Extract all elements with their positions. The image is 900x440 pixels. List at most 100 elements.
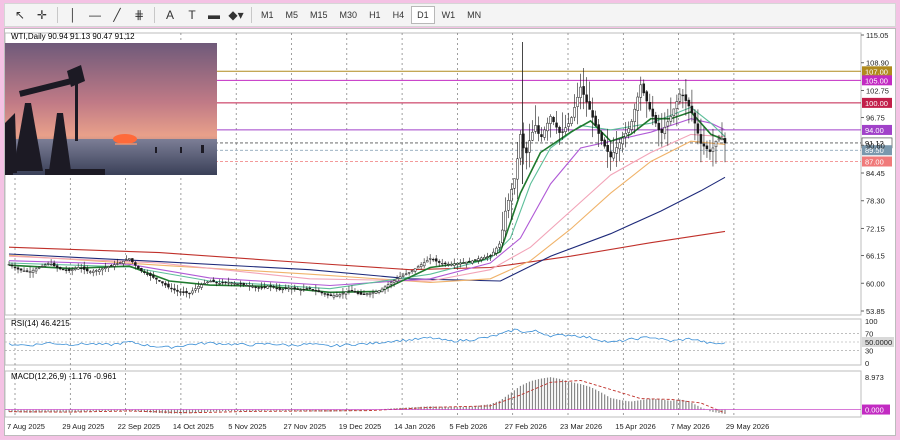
text-tool-icon[interactable]: A bbox=[165, 8, 174, 22]
rsi-tick-label: 100 bbox=[865, 317, 878, 326]
candle-body bbox=[58, 266, 62, 270]
candle-body bbox=[507, 200, 510, 211]
candle-body bbox=[486, 256, 489, 258]
candle-body bbox=[504, 210, 507, 232]
candle-body bbox=[332, 295, 336, 298]
candle-body bbox=[549, 116, 552, 124]
price-tick-label: 96.75 bbox=[866, 114, 885, 123]
candle-body bbox=[651, 108, 655, 117]
shapes-icon[interactable]: ◆▾ bbox=[228, 8, 244, 22]
oil-pump-sunset-image bbox=[5, 43, 217, 175]
vertical-line-icon[interactable]: │ bbox=[69, 8, 77, 22]
candle-body bbox=[146, 273, 149, 275]
candle-body bbox=[645, 91, 649, 102]
timeframe-h1[interactable]: H1 bbox=[369, 10, 381, 20]
timeframe-m5[interactable]: M5 bbox=[285, 10, 299, 20]
candle-body bbox=[233, 283, 236, 285]
candle-body bbox=[94, 270, 98, 272]
time-tick-label: 15 Apr 2026 bbox=[615, 422, 655, 431]
candle-body bbox=[305, 288, 309, 290]
cursor-icon[interactable]: ↖ bbox=[14, 8, 26, 22]
chart-header: WTI,Daily 90.94 91.13 90.47 91.12 bbox=[11, 32, 135, 41]
candle-body bbox=[374, 291, 378, 294]
candle-body bbox=[22, 270, 26, 272]
candle-body bbox=[717, 138, 721, 141]
timeframe-d1[interactable]: D1 bbox=[411, 6, 435, 24]
candle-body bbox=[311, 289, 315, 291]
candle-body bbox=[585, 94, 588, 103]
candle-body bbox=[452, 263, 456, 266]
candle-body bbox=[155, 277, 158, 280]
fibonacci-icon[interactable]: ⋕ bbox=[133, 8, 145, 22]
candle-body bbox=[654, 115, 658, 124]
text-label-icon[interactable]: T bbox=[188, 8, 196, 22]
timeframe-m30[interactable]: M30 bbox=[339, 10, 358, 20]
candle-body bbox=[326, 293, 330, 296]
candle-body bbox=[122, 260, 125, 264]
candle-body bbox=[474, 259, 477, 261]
candle-body bbox=[64, 269, 68, 271]
time-tick-label: 19 Dec 2025 bbox=[339, 422, 382, 431]
candle-body bbox=[7, 264, 11, 266]
price-level-tag bbox=[862, 97, 892, 108]
candle-body bbox=[702, 143, 706, 147]
candle-body bbox=[317, 290, 321, 293]
candle-body bbox=[425, 260, 429, 263]
candle-body bbox=[323, 293, 327, 295]
ma-navy-line bbox=[8, 176, 726, 282]
timeframe-w1[interactable]: W1 bbox=[441, 10, 456, 20]
candle-body bbox=[197, 286, 200, 289]
candle-body bbox=[594, 115, 597, 126]
candle-body bbox=[350, 290, 354, 292]
time-tick-label: 14 Jan 2026 bbox=[394, 422, 435, 431]
timeframe-mn[interactable]: MN bbox=[467, 10, 482, 20]
candle-body bbox=[681, 94, 685, 97]
time-tick-label: 27 Nov 2025 bbox=[284, 422, 327, 431]
toolbar-separator bbox=[251, 7, 252, 23]
candle-body bbox=[642, 83, 646, 94]
crosshair-icon[interactable]: ✛ bbox=[36, 8, 48, 22]
time-tick-label: 7 Aug 2025 bbox=[7, 422, 45, 431]
candle-body bbox=[359, 292, 363, 295]
horizontal-line-icon[interactable]: — bbox=[89, 8, 101, 22]
candle-body bbox=[516, 158, 519, 180]
rsi-line bbox=[8, 328, 726, 349]
candle-body bbox=[510, 189, 513, 202]
price-candles bbox=[7, 41, 727, 300]
price-level-tag bbox=[862, 156, 892, 167]
chart-area[interactable]: 107.00 105.00 100.00 94.00 91.12 89.50 87.00 1… bbox=[4, 28, 896, 436]
timeframe-h4[interactable]: H4 bbox=[392, 10, 405, 20]
candle-body bbox=[170, 287, 173, 290]
candle-body bbox=[404, 273, 408, 275]
rectangle-icon[interactable]: ▬ bbox=[208, 8, 220, 22]
candle-body bbox=[495, 247, 498, 254]
price-level-label: 94.00 bbox=[865, 126, 884, 135]
timeframe-m15[interactable]: M15 bbox=[310, 10, 328, 20]
candle-body bbox=[16, 267, 20, 270]
timeframe-m1[interactable]: M1 bbox=[261, 10, 274, 20]
candle-body bbox=[218, 283, 221, 285]
candle-body bbox=[657, 122, 661, 131]
candle-body bbox=[398, 276, 402, 279]
candle-body bbox=[263, 286, 266, 288]
candle-body bbox=[182, 291, 185, 293]
candle-body bbox=[501, 229, 504, 244]
candle-body bbox=[338, 294, 342, 297]
candle-body bbox=[416, 266, 420, 269]
candle-body bbox=[543, 129, 546, 138]
trendline-icon[interactable]: ╱ bbox=[113, 8, 121, 22]
candle-body bbox=[329, 294, 333, 297]
candle-body bbox=[362, 293, 366, 295]
candle-body bbox=[633, 108, 636, 122]
candle-body bbox=[107, 266, 110, 268]
candle-body bbox=[672, 108, 676, 116]
candle-body bbox=[693, 112, 697, 124]
ma-orange-line bbox=[8, 140, 726, 283]
candle-body bbox=[528, 140, 531, 153]
candle-body bbox=[119, 262, 122, 264]
price-axis: 115.05 108.90 102.75 96.75 90.60 84.45 78.30 72… bbox=[861, 31, 889, 316]
candle-body bbox=[537, 125, 540, 134]
candle-body bbox=[85, 268, 89, 272]
price-tick-label: 60.00 bbox=[866, 279, 885, 288]
